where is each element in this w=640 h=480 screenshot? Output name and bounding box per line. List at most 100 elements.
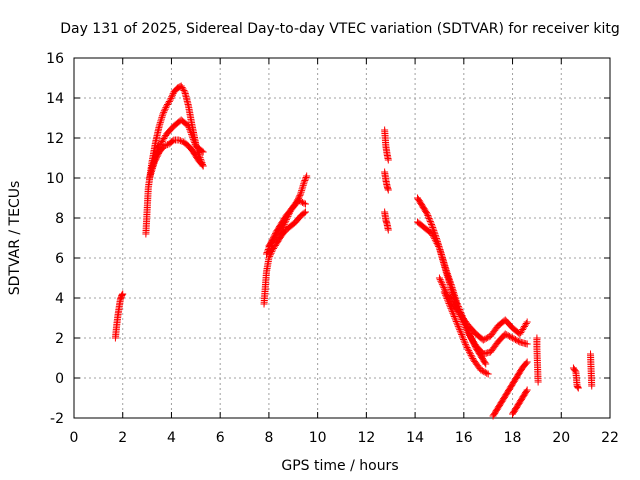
data-point [447,284,455,292]
data-point [574,383,582,391]
data-point [188,132,196,140]
data-point [481,335,489,343]
data-point [156,119,164,127]
data-point [166,96,174,104]
data-point [470,339,478,347]
data-point [191,139,199,147]
data-point [169,137,177,145]
data-point [462,340,470,348]
data-point [448,306,456,314]
data-point [509,334,517,342]
data-point [479,336,487,344]
data-point [445,299,453,307]
data-point [441,290,449,298]
data-point [523,340,531,348]
data-point [458,332,466,340]
data-point [186,127,194,135]
data-point [466,332,474,339]
data-point [178,84,186,91]
data-point [504,332,512,340]
data-point [449,291,457,299]
data-point [466,350,474,358]
data-point [199,148,207,156]
data-point [157,139,165,147]
data-point [465,347,473,355]
data-point [448,308,456,316]
data-point [298,187,306,195]
data-point [446,303,454,311]
data-point [152,152,160,160]
data-point [161,105,169,113]
data-point [517,329,525,336]
data-point [155,142,163,150]
data-point [445,279,453,287]
data-point [299,183,307,191]
y-tick-label: -2 [50,411,64,427]
data-point [158,138,166,145]
y-tick-label: 6 [55,251,64,267]
data-point [518,327,526,335]
x-tick-label: 0 [70,430,79,446]
data-point [168,91,176,99]
data-point [282,217,290,225]
y-tick-label: 14 [46,91,64,107]
data-point [453,319,461,327]
data-point [188,130,196,138]
data-point [300,199,308,207]
data-point [521,321,529,329]
x-axis-label: GPS time / hours [281,458,398,474]
data-point [119,290,127,298]
data-point [159,136,167,144]
data-point [444,273,452,281]
data-point [158,113,166,121]
data-point [158,112,166,120]
data-point [446,280,454,288]
data-point [449,309,457,317]
data-point [159,110,167,118]
data-point [296,197,304,205]
data-point [187,129,195,137]
data-point [384,156,392,164]
data-point [177,82,185,90]
data-point [480,368,488,376]
data-point [522,320,530,327]
data-point [151,154,159,162]
data-point [465,330,473,338]
data-point [484,334,492,342]
data-point [265,254,273,262]
data-point [448,287,456,295]
x-tick-label: 20 [552,430,570,446]
data-point [280,220,288,228]
data-point [506,332,514,340]
x-tick-label: 22 [601,430,619,446]
data-point [190,137,198,145]
axis-ticks [73,57,611,419]
data-point [118,291,126,299]
data-point [285,211,293,219]
data-point [462,342,470,350]
y-axis-label: SDTVAR / TECUs [7,181,23,296]
data-point [443,295,451,303]
data-point [429,224,437,232]
data-point [439,282,447,290]
data-point [443,270,451,278]
data-point [481,368,489,376]
data-point [168,93,176,101]
data-point [574,384,582,392]
y-tick-label: 16 [46,51,64,67]
data-point [446,301,454,309]
y-tick-label: 8 [55,211,64,227]
data-point [164,99,172,107]
data-point [263,249,271,256]
data-point [155,122,163,130]
x-tick-label: 4 [167,430,176,446]
data-point [469,338,477,345]
data-point [264,247,272,255]
data-point [478,367,486,375]
data-point [167,94,175,102]
data-point [432,238,440,246]
y-tick-label: 2 [55,331,64,347]
data-point [450,313,458,321]
x-tick-label: 16 [455,430,473,446]
data-point [162,141,170,149]
